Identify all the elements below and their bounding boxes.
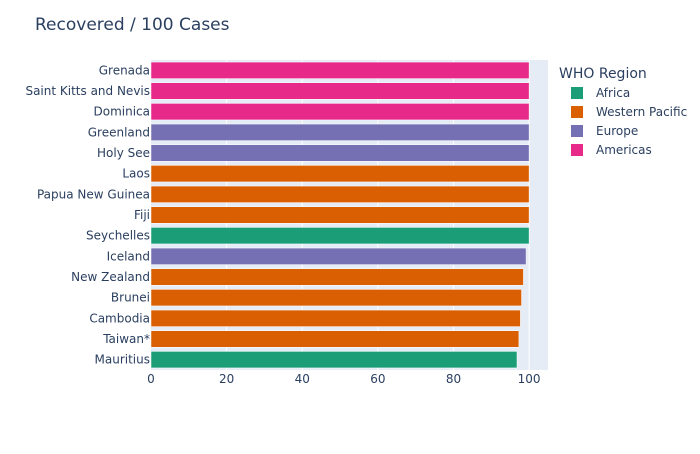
bar[interactable]: [150, 351, 518, 369]
legend: WHO Region Africa Western Pacific Europe Am…: [559, 66, 687, 157]
x-axis-ticks: 0 20 40 60 80 100: [147, 372, 540, 386]
y-category-label: Holy See: [97, 146, 150, 160]
legend-swatch: [571, 106, 583, 118]
legend-label: Africa: [596, 86, 630, 100]
bar[interactable]: [150, 61, 530, 79]
y-category-label: Taiwan*: [102, 332, 150, 346]
y-category-label: New Zealand: [71, 270, 150, 284]
bar[interactable]: [150, 206, 530, 224]
bar[interactable]: [150, 165, 530, 183]
bar[interactable]: [150, 185, 530, 203]
y-category-label: Mauritius: [95, 353, 150, 367]
bar[interactable]: [150, 247, 527, 265]
y-category-label: Grenada: [99, 63, 150, 77]
legend-item[interactable]: Europe: [571, 124, 638, 138]
bar[interactable]: [150, 123, 530, 141]
legend-swatch: [571, 87, 583, 99]
x-tick-label: 20: [219, 372, 234, 386]
legend-item[interactable]: Western Pacific: [571, 105, 687, 119]
bar[interactable]: [150, 144, 530, 162]
bar[interactable]: [150, 227, 530, 245]
bar[interactable]: [150, 289, 522, 307]
y-category-label: Cambodia: [89, 311, 150, 325]
x-tick-label: 80: [446, 372, 461, 386]
legend-label: Western Pacific: [596, 105, 687, 119]
y-axis-labels: Grenada Saint Kitts and Nevis Dominica Gree…: [25, 63, 150, 366]
x-tick-label: 60: [370, 372, 385, 386]
y-category-label: Greenland: [88, 125, 150, 139]
bar[interactable]: [150, 268, 524, 286]
x-tick-label: 40: [295, 372, 310, 386]
chart-title: Recovered / 100 Cases: [35, 15, 230, 35]
y-category-label: Laos: [122, 167, 150, 181]
legend-title: WHO Region: [559, 66, 647, 82]
y-category-label: Seychelles: [86, 229, 150, 243]
y-category-label: Iceland: [107, 249, 150, 263]
x-tick-label: 0: [147, 372, 155, 386]
y-category-label: Brunei: [111, 291, 150, 305]
legend-swatch: [571, 144, 583, 156]
legend-label: Americas: [596, 143, 652, 157]
x-tick-label: 100: [518, 372, 541, 386]
bar[interactable]: [150, 82, 530, 100]
legend-item[interactable]: Americas: [571, 143, 652, 157]
bar[interactable]: [150, 330, 520, 348]
legend-item[interactable]: Africa: [571, 86, 630, 100]
bar[interactable]: [150, 103, 530, 121]
bar[interactable]: [150, 309, 521, 327]
y-category-label: Papua New Guinea: [37, 187, 150, 201]
legend-swatch: [571, 125, 583, 137]
y-category-label: Dominica: [94, 105, 151, 119]
y-category-label: Fiji: [134, 208, 150, 222]
bars: [150, 61, 530, 369]
legend-label: Europe: [596, 124, 638, 138]
y-category-label: Saint Kitts and Nevis: [25, 84, 150, 98]
